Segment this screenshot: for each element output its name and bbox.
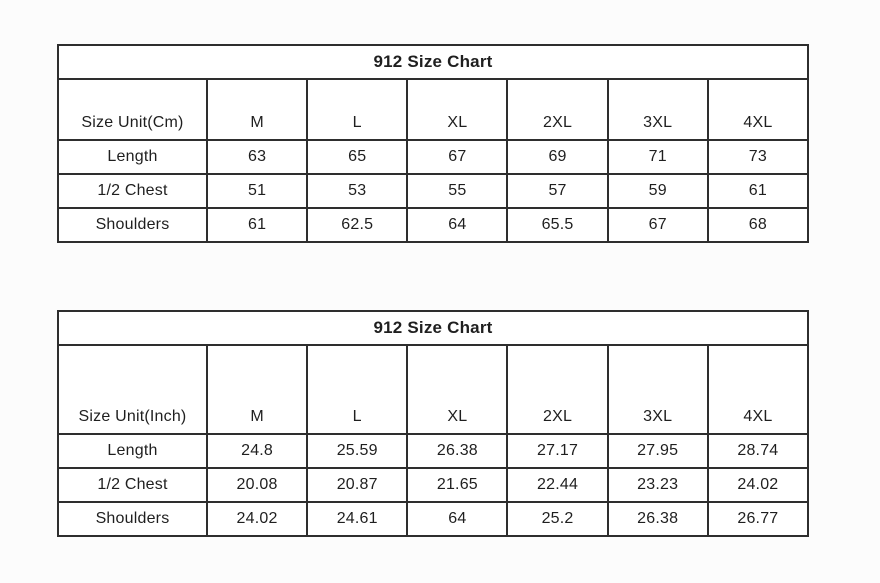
size-header-m: M [205,78,309,141]
value-cell: 69 [506,139,609,175]
value-cell: 24.02 [205,501,309,537]
table-title-row: 912 Size Chart [57,44,809,80]
value-cell: 61 [205,207,309,243]
row-label: 1/2 Chest [57,173,208,209]
value-cell: 24.02 [706,467,810,503]
value-cell: 57 [506,173,609,209]
table-row-shoulders: Shoulders 61 62.5 64 65.5 67 68 [57,207,810,243]
size-header-m: M [205,344,309,435]
value-cell: 55 [406,173,509,209]
value-cell: 26.77 [706,501,810,537]
value-cell: 62.5 [306,207,409,243]
value-cell: 63 [205,139,309,175]
row-label: 1/2 Chest [57,467,208,503]
value-cell: 27.95 [606,433,709,469]
size-chart-table-inch: 912 Size Chart Size Unit(Inch) M L XL 2X… [57,310,810,537]
value-cell: 59 [606,173,709,209]
value-cell: 26.38 [606,501,709,537]
size-header-2xl: 2XL [506,344,609,435]
value-cell: 20.08 [205,467,309,503]
unit-header-cell: Size Unit(Inch) [57,344,208,435]
size-header-l: L [306,78,409,141]
value-cell: 64 [406,207,509,243]
row-label: Length [57,433,208,469]
size-header-row: Size Unit(Inch) M L XL 2XL 3XL 4XL [57,344,810,435]
value-cell: 25.59 [306,433,409,469]
size-header-xl: XL [406,344,509,435]
size-header-3xl: 3XL [606,344,709,435]
size-header-4xl: 4XL [706,78,810,141]
value-cell: 64 [406,501,509,537]
value-cell: 68 [706,207,810,243]
value-cell: 53 [306,173,409,209]
row-label: Length [57,139,208,175]
table-row-chest: 1/2 Chest 51 53 55 57 59 61 [57,173,810,209]
table-row-length: Length 63 65 67 69 71 73 [57,139,810,175]
table-row-length: Length 24.8 25.59 26.38 27.17 27.95 28.7… [57,433,810,469]
value-cell: 61 [706,173,810,209]
value-cell: 27.17 [506,433,609,469]
value-cell: 24.8 [205,433,309,469]
table-row-shoulders: Shoulders 24.02 24.61 64 25.2 26.38 26.7… [57,501,810,537]
value-cell: 65.5 [506,207,609,243]
size-header-4xl: 4XL [706,344,810,435]
value-cell: 65 [306,139,409,175]
size-header-xl: XL [406,78,509,141]
size-header-l: L [306,344,409,435]
value-cell: 67 [406,139,509,175]
value-cell: 25.2 [506,501,609,537]
table-title: 912 Size Chart [57,310,809,346]
value-cell: 21.65 [406,467,509,503]
value-cell: 51 [205,173,309,209]
table-title: 912 Size Chart [57,44,809,80]
value-cell: 28.74 [706,433,810,469]
value-cell: 22.44 [506,467,609,503]
value-cell: 24.61 [306,501,409,537]
table-title-row: 912 Size Chart [57,310,809,346]
row-label: Shoulders [57,501,208,537]
table-row-chest: 1/2 Chest 20.08 20.87 21.65 22.44 23.23 … [57,467,810,503]
size-header-3xl: 3XL [606,78,709,141]
row-label: Shoulders [57,207,208,243]
value-cell: 23.23 [606,467,709,503]
value-cell: 73 [706,139,810,175]
value-cell: 67 [606,207,709,243]
size-chart-table-cm: 912 Size Chart Size Unit(Cm) M L XL 2XL … [57,44,810,243]
value-cell: 26.38 [406,433,509,469]
unit-header-cell: Size Unit(Cm) [57,78,208,141]
size-header-row: Size Unit(Cm) M L XL 2XL 3XL 4XL [57,78,810,141]
value-cell: 20.87 [306,467,409,503]
value-cell: 71 [606,139,709,175]
size-header-2xl: 2XL [506,78,609,141]
